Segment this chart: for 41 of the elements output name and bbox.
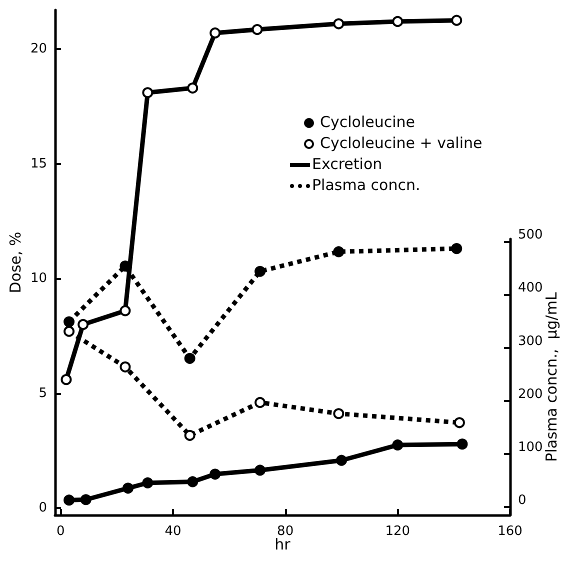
annotation: Plasma concn. xyxy=(312,175,420,196)
point xyxy=(333,18,344,30)
y2-tick-label: 400 xyxy=(518,280,543,296)
point xyxy=(254,464,266,476)
point xyxy=(78,318,89,330)
point xyxy=(252,24,263,36)
point xyxy=(64,494,75,506)
y2-tick-label: 200 xyxy=(518,386,543,402)
y2-tick-label: 100 xyxy=(518,440,543,455)
point xyxy=(210,468,221,480)
point xyxy=(456,438,468,450)
y2-tick-label: 500 xyxy=(518,228,543,243)
point xyxy=(392,439,404,450)
point xyxy=(60,374,72,386)
point xyxy=(392,16,404,27)
point xyxy=(80,494,92,506)
annotation: Excretion xyxy=(312,154,382,175)
y-tick-label: 15 xyxy=(30,156,47,172)
point xyxy=(120,305,131,316)
point xyxy=(142,87,154,98)
point xyxy=(210,27,221,38)
y2-axis-title: Plasma concn., μg/mL xyxy=(542,292,560,462)
annotation: Cycloleucine + valine xyxy=(320,133,482,154)
point xyxy=(451,14,462,26)
y-tick-label: 5 xyxy=(38,386,47,401)
y-axis-title: Dose, % xyxy=(6,232,24,294)
point xyxy=(122,482,134,494)
x-tick-label: 40 xyxy=(164,524,182,539)
point xyxy=(187,82,198,94)
x-tick-label: 160 xyxy=(498,524,522,539)
annotation: Cycloleucine xyxy=(320,112,415,133)
point xyxy=(336,454,347,466)
point xyxy=(187,476,198,488)
y2-tick-label: 300 xyxy=(518,334,543,349)
x-tick-label: 0 xyxy=(56,524,65,539)
point xyxy=(142,477,154,488)
y-tick-label: 20 xyxy=(30,42,47,57)
y2-tick-label: 0 xyxy=(518,493,526,508)
x-tick-label: 120 xyxy=(385,524,410,539)
y-tick-label: 10 xyxy=(30,271,47,286)
y-tick-label: 0 xyxy=(38,500,47,516)
